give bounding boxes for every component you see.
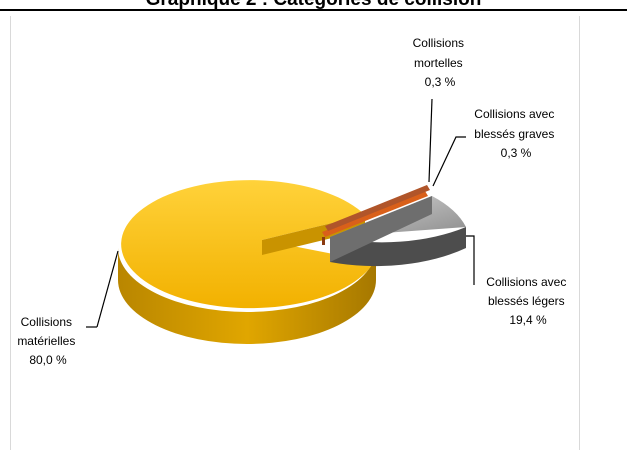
- label-materielles-value: 80,0 %: [29, 353, 67, 367]
- label-collisions-mortelles: Collisions mortelles 0,3 %: [413, 36, 468, 89]
- chart-frame: [10, 16, 580, 450]
- label-legers-line-2: blessés légers: [488, 294, 565, 308]
- label-graves-line-2: blessés graves: [474, 127, 554, 141]
- label-materielles-line-2: matérielles: [17, 334, 75, 348]
- label-mortelles-line-1: Collisions: [413, 36, 464, 50]
- label-legers-line-1: Collisions avec: [486, 275, 566, 289]
- leader-line-materielles: [96, 250, 119, 328]
- label-legers-value: 19,4 %: [509, 313, 547, 327]
- title-rule: [0, 9, 627, 11]
- label-mortelles-line-2: mortelles: [414, 56, 463, 70]
- label-graves-line-1: Collisions avec: [474, 107, 554, 121]
- slice-collisions-blesses-legers: [330, 196, 466, 267]
- slice-collisions-blesses-graves: [322, 191, 428, 245]
- label-collisions-blesses-graves: Collisions avec blessés graves 0,3 %: [474, 107, 557, 160]
- label-mortelles-value: 0,3 %: [425, 75, 456, 89]
- chart-title: Graphique 2 : Catégories de collision: [0, 0, 627, 12]
- label-collisions-materielles: Collisions matérielles 80,0 %: [17, 315, 78, 367]
- label-materielles-line-1: Collisions: [21, 315, 72, 329]
- leader-line-mortelles: [428, 98, 433, 183]
- leader-line-legers: [466, 235, 475, 285]
- label-graves-value: 0,3 %: [501, 146, 532, 160]
- leader-line-graves: [432, 136, 466, 187]
- label-collisions-blesses-legers: Collisions avec blessés légers 19,4 %: [486, 275, 569, 327]
- slice-collisions-mortelles: [325, 185, 430, 231]
